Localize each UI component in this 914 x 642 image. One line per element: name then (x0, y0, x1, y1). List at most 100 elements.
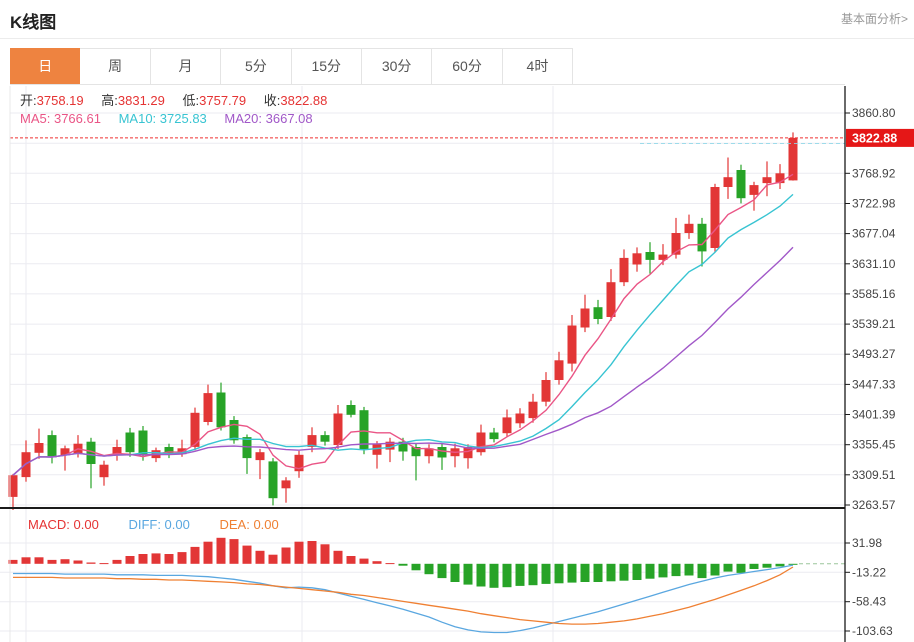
macd-axis-label: -103.63 (852, 624, 893, 638)
macd-label-row: MACD: 0.00 DIFF: 0.00 DEA: 0.00 (28, 517, 305, 532)
candle[interactable] (346, 400, 356, 418)
candle[interactable] (398, 437, 408, 461)
candle[interactable] (450, 443, 460, 468)
candle[interactable] (632, 247, 642, 272)
candle[interactable] (164, 443, 174, 459)
high-label: 高: (101, 93, 118, 108)
candle[interactable] (502, 409, 512, 438)
low-value: 3757.79 (199, 93, 247, 108)
candle[interactable] (489, 427, 499, 443)
close-label: 收: (263, 93, 281, 108)
gridlines (0, 86, 845, 642)
candle[interactable] (294, 450, 304, 478)
candle[interactable] (528, 393, 538, 423)
tab-period-1[interactable]: 周 (80, 48, 151, 85)
candle[interactable] (216, 382, 226, 431)
dea-line (13, 566, 794, 625)
candle[interactable] (762, 161, 772, 197)
candle[interactable] (541, 372, 551, 407)
candle[interactable] (281, 477, 291, 503)
candle[interactable] (476, 424, 486, 456)
y-axis-label: 3722.98 (852, 197, 896, 211)
candle[interactable] (203, 384, 213, 426)
dea-value-label: DEA: 0.00 (219, 517, 279, 532)
candle[interactable] (788, 132, 798, 181)
candle[interactable] (112, 439, 122, 461)
candle[interactable] (86, 437, 96, 489)
page-title: K线图 (10, 13, 57, 32)
candle[interactable] (645, 242, 655, 274)
ma5-line (12, 173, 794, 476)
ma10-label: MA10: (118, 111, 157, 126)
ma-row: MA5: 3766.61 MA10: 3725.83 MA20: 3667.08 (20, 110, 327, 128)
high-value: 3831.29 (117, 93, 165, 108)
candle[interactable] (21, 440, 31, 482)
candle[interactable] (255, 448, 265, 480)
candle[interactable] (47, 430, 57, 464)
fundamental-analysis-link[interactable]: 基本面分析> (840, 12, 908, 26)
candle[interactable] (606, 269, 616, 321)
tab-period-4[interactable]: 15分 (291, 48, 362, 85)
tab-period-0[interactable]: 日 (10, 48, 81, 85)
candle[interactable] (125, 427, 135, 457)
y-axis-label: 3309.51 (852, 468, 896, 482)
tab-period-3[interactable]: 5分 (221, 48, 292, 85)
period-tabbar: 日周月 5分 15分 30分 60分 4时 (10, 48, 574, 85)
y-axis-label: 3539.21 (852, 317, 896, 331)
ma20-value: 3667.08 (265, 111, 313, 126)
candle[interactable] (593, 299, 603, 325)
ma10-value: 3725.83 (159, 111, 207, 126)
candle[interactable] (580, 294, 590, 333)
open-label: 开: (20, 93, 37, 108)
ma20-label: MA20: (224, 111, 262, 126)
candle[interactable] (8, 473, 18, 510)
y-axis-label: 3585.16 (852, 287, 896, 301)
chart-area: 3860.80 3768.92 3722.98 3677.04 3631.10 3585.… (0, 84, 914, 642)
candle[interactable] (372, 441, 382, 469)
candle[interactable] (424, 444, 434, 464)
diff-value-label: DIFF: 0.00 (128, 517, 190, 532)
y-axis-label: 3447.33 (852, 377, 896, 391)
candle[interactable] (190, 407, 200, 451)
candle[interactable] (333, 405, 343, 449)
tab-period-5[interactable]: 30分 (361, 48, 433, 85)
y-axis-label: 3493.27 (852, 347, 896, 361)
candle[interactable] (99, 460, 109, 486)
candle[interactable] (307, 427, 317, 453)
ma5-label: MA5: (20, 111, 51, 126)
candle[interactable] (723, 157, 733, 199)
candle[interactable] (749, 181, 759, 211)
candle[interactable] (736, 164, 746, 204)
diff-line (13, 564, 794, 634)
candle[interactable] (385, 437, 395, 463)
tab-period-2[interactable]: 月 (150, 48, 222, 85)
ohlc-info-bar: 开:3758.19 高:3831.29 低:3757.79 收:3822.88 … (20, 92, 327, 128)
y-axis-label: 3860.80 (852, 106, 896, 120)
macd-histogram (8, 537, 798, 588)
ma20-line (12, 246, 794, 476)
candle[interactable] (775, 164, 785, 189)
candle[interactable] (411, 443, 421, 481)
candle[interactable] (619, 249, 629, 287)
ma5-value: 3766.61 (53, 111, 101, 126)
y-axis-label: 3263.57 (852, 498, 896, 512)
candle[interactable] (268, 458, 278, 506)
candle[interactable] (60, 445, 70, 471)
candle[interactable] (34, 428, 44, 459)
candle[interactable] (554, 351, 564, 385)
candle[interactable] (697, 217, 707, 267)
candle[interactable] (684, 214, 694, 239)
candle[interactable] (320, 431, 330, 446)
candle[interactable] (437, 443, 447, 470)
candle[interactable] (242, 434, 252, 474)
candle[interactable] (710, 183, 720, 252)
candle[interactable] (515, 408, 525, 428)
y-axis-label: 3677.04 (852, 227, 896, 241)
tab-period-6[interactable]: 60分 (432, 48, 503, 85)
candle[interactable] (229, 416, 239, 444)
low-label: 低: (182, 93, 200, 108)
tab-period-7[interactable]: 4时 (502, 48, 574, 85)
kline-chart[interactable]: 3860.80 3768.92 3722.98 3677.04 3631.10 3585.… (0, 84, 914, 642)
open-value: 3758.19 (36, 93, 84, 108)
candle[interactable] (567, 315, 577, 372)
